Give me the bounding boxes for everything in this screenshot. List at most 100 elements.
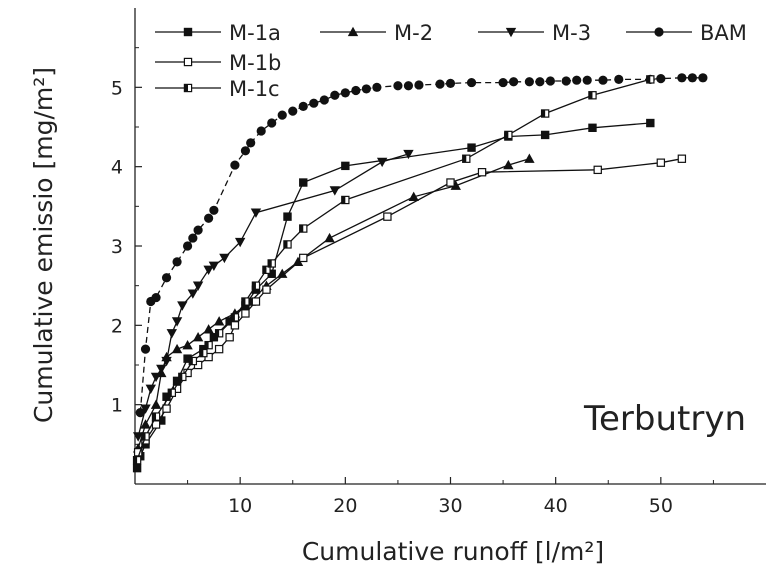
legend-item-m-1b: M-1b (155, 51, 281, 75)
data-point-m-1b (677, 154, 687, 163)
data-point-m-2 (182, 339, 193, 350)
data-point-bam (188, 233, 198, 243)
data-point-bam (598, 75, 608, 85)
data-point-bam (698, 73, 708, 83)
legend-item-bam: BAM (626, 21, 747, 45)
data-point-m-2 (503, 159, 514, 170)
data-point-bam (687, 73, 697, 83)
data-point-m-1a (132, 463, 142, 473)
data-point-bam (309, 98, 319, 108)
series-line-m-2 (137, 158, 530, 449)
series-layer (132, 73, 708, 473)
data-point-bam (466, 77, 477, 88)
data-point-m-1c (267, 259, 276, 268)
data-point-m-1c (646, 75, 655, 84)
data-point-m-1b (251, 297, 261, 306)
data-point-bam (393, 81, 403, 91)
data-point-m-1c (504, 130, 513, 140)
data-point-m-1c (283, 240, 292, 249)
legend-item-m-3: M-3 (478, 21, 591, 45)
legend: M-1a M-2 M-3 BAM M-1bM-1c (155, 21, 747, 101)
x-tick-label: 20 (333, 495, 357, 517)
data-point-m-2 (450, 180, 461, 190)
data-point-bam (508, 77, 519, 87)
data-point-bam (319, 95, 329, 105)
series-line-m-1c (136, 78, 651, 461)
data-point-bam (545, 76, 556, 86)
data-point-bam (524, 77, 534, 87)
data-point-m-3 (177, 301, 188, 311)
x-tick-label: 30 (438, 495, 462, 517)
data-point-m-3 (403, 149, 414, 160)
data-point-m-1c (199, 348, 208, 358)
legend-marker-m-2 (347, 26, 359, 37)
data-point-m-3 (192, 281, 204, 291)
y-tick-label: 3 (111, 236, 123, 258)
data-point-bam (435, 79, 445, 89)
data-point-m-2 (408, 191, 419, 201)
data-point-m-1c (132, 456, 142, 465)
x-tick-label: 50 (649, 495, 673, 517)
data-point-m-1c (188, 356, 198, 366)
series-m-2 (132, 153, 535, 453)
data-point-bam (230, 160, 240, 170)
legend-label: M-1a (229, 21, 281, 45)
x-tick-label: 40 (544, 495, 568, 517)
data-point-m-2 (140, 419, 151, 429)
series-m-1c (132, 75, 655, 465)
data-point-m-2 (203, 324, 214, 334)
legend-item-m-1a: M-1a (155, 21, 281, 45)
legend-label: M-1b (229, 51, 281, 75)
data-point-m-3 (150, 372, 162, 383)
data-point-m-3 (234, 237, 246, 248)
data-point-m-1c (299, 224, 308, 233)
data-point-bam (330, 90, 340, 100)
data-point-m-1c (151, 412, 161, 421)
data-point-m-1b (299, 253, 308, 263)
data-point-bam (572, 75, 582, 85)
data-point-m-1b (230, 321, 240, 330)
data-point-m-1b (262, 285, 271, 294)
data-point-bam (172, 257, 182, 267)
data-point-m-2 (150, 399, 162, 409)
series-m-3 (132, 149, 414, 442)
series-line-bam (139, 77, 703, 413)
data-point-m-2 (171, 343, 183, 354)
x-axis-title: Cumulative runoff [l/m²] (302, 537, 604, 566)
data-point-bam (135, 408, 145, 418)
data-point-bam (614, 74, 624, 84)
series-line-m-3 (137, 153, 409, 437)
data-point-m-2 (277, 268, 288, 278)
data-point-m-1c (588, 91, 597, 100)
x-tick-label: 10 (228, 495, 252, 517)
data-point-m-1c (241, 297, 250, 306)
data-point-bam (161, 273, 172, 283)
series-bam (135, 73, 708, 418)
data-point-m-1a (162, 392, 171, 401)
data-point-m-1c (204, 340, 213, 350)
data-point-m-1b (477, 168, 487, 177)
data-point-bam (277, 110, 287, 120)
y-axis-title: Cumulative emissio [mg/m²] (29, 67, 58, 423)
data-point-m-1a (172, 376, 182, 386)
data-point-m-1c (178, 372, 187, 382)
legend-marker-m-1b (183, 57, 193, 67)
data-point-m-1b (225, 333, 234, 342)
data-point-m-1a (283, 212, 292, 221)
data-point-bam (403, 81, 414, 91)
data-point-m-1a (540, 130, 550, 140)
data-point-bam (414, 80, 424, 90)
data-point-m-3 (250, 208, 262, 218)
data-point-m-3 (156, 364, 167, 375)
legend-label: M-2 (394, 21, 433, 45)
legend-label: M-3 (552, 21, 591, 45)
data-point-m-1a (267, 269, 276, 278)
legend-marker-m-3 (505, 27, 517, 38)
data-point-bam (561, 76, 571, 86)
data-point-m-1a (209, 333, 219, 342)
data-point-m-1c (141, 432, 150, 441)
data-point-bam (182, 241, 193, 251)
data-point-m-3 (203, 265, 214, 275)
data-point-m-1b (446, 178, 455, 187)
data-point-bam (240, 146, 251, 156)
